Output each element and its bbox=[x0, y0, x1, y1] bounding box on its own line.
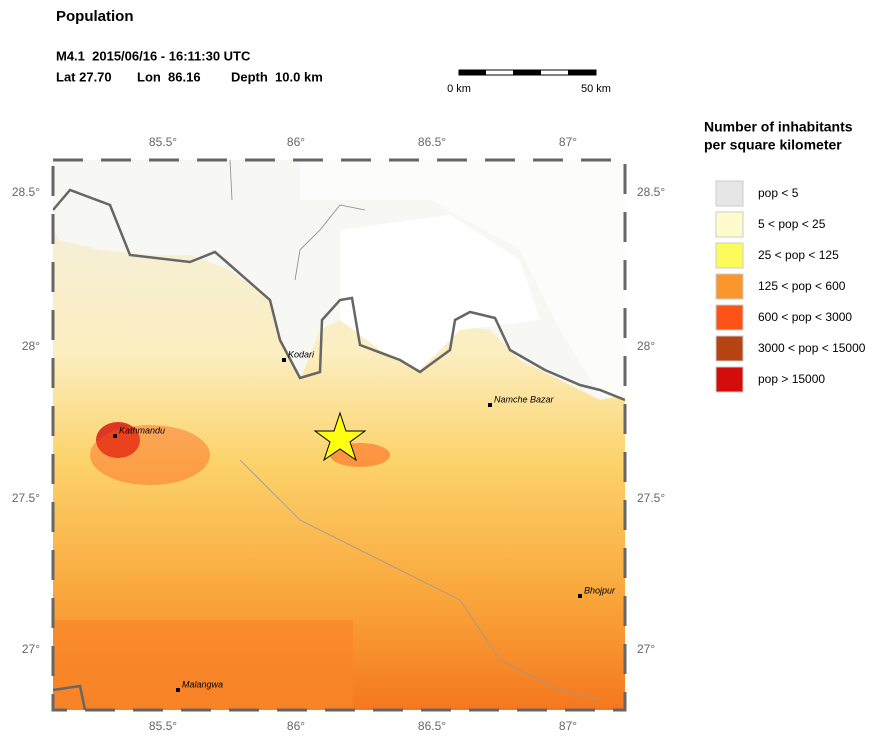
lon-tick-label: 87° bbox=[559, 135, 577, 149]
legend-label: 600 < pop < 3000 bbox=[758, 310, 852, 324]
legend-swatch bbox=[715, 366, 744, 393]
legend-label: 3000 < pop < 15000 bbox=[758, 341, 866, 355]
legend-swatch bbox=[715, 180, 744, 207]
city-label: Bhojpur bbox=[584, 585, 616, 595]
lat-tick-label: 28° bbox=[22, 339, 40, 353]
scale-bar bbox=[458, 69, 597, 76]
legend-label: 125 < pop < 600 bbox=[758, 279, 846, 293]
event-info: M4.1 2015/06/16 - 16:11:30 UTC bbox=[56, 48, 251, 63]
city-label: Namche Bazar bbox=[494, 394, 555, 404]
legend-title: per square kilometer bbox=[704, 137, 842, 153]
title: Population bbox=[56, 8, 134, 25]
event-location: Lon 86.16 bbox=[137, 69, 201, 84]
legend-title: Number of inhabitants bbox=[704, 119, 853, 135]
scale-label: 0 km bbox=[447, 83, 471, 95]
lat-tick-label: 27° bbox=[22, 642, 40, 656]
legend-swatch bbox=[715, 242, 744, 269]
city-marker bbox=[282, 358, 286, 362]
lon-tick-label: 86° bbox=[287, 135, 305, 149]
city-marker bbox=[176, 688, 180, 692]
legend-swatch bbox=[715, 211, 744, 238]
legend-label: 5 < pop < 25 bbox=[758, 217, 826, 231]
lat-tick-label: 28.5° bbox=[637, 185, 665, 199]
legend-label: pop > 15000 bbox=[758, 372, 825, 386]
population-map bbox=[53, 160, 625, 710]
lon-tick-label: 87° bbox=[559, 719, 577, 733]
scale-label: 50 km bbox=[581, 83, 611, 95]
legend-label: pop < 5 bbox=[758, 186, 799, 200]
lon-tick-label: 86.5° bbox=[418, 719, 446, 733]
legend-label: 25 < pop < 125 bbox=[758, 248, 839, 262]
lon-tick-label: 85.5° bbox=[149, 135, 177, 149]
lon-tick-label: 86.5° bbox=[418, 135, 446, 149]
city-marker bbox=[578, 594, 582, 598]
lon-tick-label: 85.5° bbox=[149, 719, 177, 733]
legend-swatch bbox=[715, 335, 744, 362]
event-location: Depth 10.0 km bbox=[231, 69, 323, 84]
city-marker bbox=[488, 403, 492, 407]
city-label: Malangwa bbox=[182, 679, 223, 689]
epicenter-star bbox=[313, 411, 367, 462]
legend-swatch bbox=[715, 273, 744, 300]
lon-tick-label: 86° bbox=[287, 719, 305, 733]
city-label: Kodari bbox=[288, 349, 315, 359]
legend-swatch bbox=[715, 304, 744, 331]
city-marker bbox=[113, 434, 117, 438]
lat-tick-label: 28° bbox=[637, 339, 655, 353]
city-label: Kathmandu bbox=[119, 425, 165, 435]
lat-tick-label: 27° bbox=[637, 642, 655, 656]
lat-tick-label: 27.5° bbox=[12, 491, 40, 505]
event-location: Lat 27.70 bbox=[56, 69, 112, 84]
lat-tick-label: 27.5° bbox=[637, 491, 665, 505]
map-frame bbox=[51, 158, 627, 712]
lat-tick-label: 28.5° bbox=[12, 185, 40, 199]
